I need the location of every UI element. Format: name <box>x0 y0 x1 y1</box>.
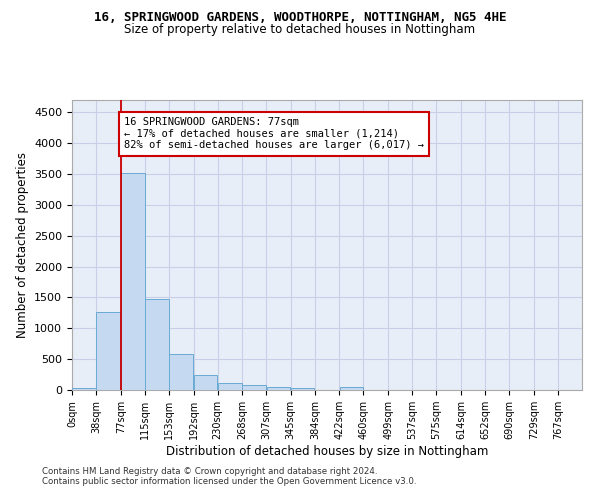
Bar <box>97 312 120 390</box>
Bar <box>145 298 169 390</box>
Text: Contains HM Land Registry data © Crown copyright and database right 2024.: Contains HM Land Registry data © Crown c… <box>42 467 377 476</box>
Text: 16 SPRINGWOOD GARDENS: 77sqm
← 17% of detached houses are smaller (1,214)
82% of: 16 SPRINGWOOD GARDENS: 77sqm ← 17% of de… <box>124 118 424 150</box>
Bar <box>121 174 145 390</box>
Bar <box>194 375 217 390</box>
Bar <box>267 386 290 390</box>
Y-axis label: Number of detached properties: Number of detached properties <box>16 152 29 338</box>
Bar <box>340 387 363 390</box>
Bar <box>72 388 96 390</box>
Bar <box>218 382 242 390</box>
X-axis label: Distribution of detached houses by size in Nottingham: Distribution of detached houses by size … <box>166 445 488 458</box>
Text: Size of property relative to detached houses in Nottingham: Size of property relative to detached ho… <box>124 22 476 36</box>
Text: Contains public sector information licensed under the Open Government Licence v3: Contains public sector information licen… <box>42 477 416 486</box>
Bar <box>169 354 193 390</box>
Text: 16, SPRINGWOOD GARDENS, WOODTHORPE, NOTTINGHAM, NG5 4HE: 16, SPRINGWOOD GARDENS, WOODTHORPE, NOTT… <box>94 11 506 24</box>
Bar <box>291 388 314 390</box>
Bar <box>242 385 266 390</box>
